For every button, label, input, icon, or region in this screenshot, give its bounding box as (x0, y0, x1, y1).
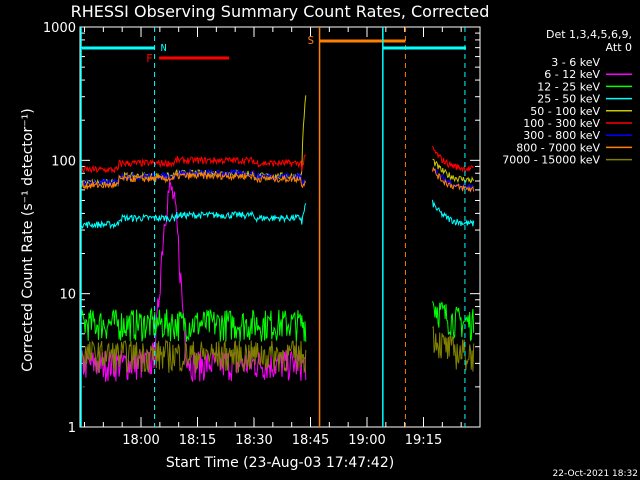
series-layer (80, 95, 475, 423)
series-line (80, 171, 307, 191)
series-7000_15000keV (80, 325, 475, 374)
series-line (432, 325, 475, 372)
plot-frame (79, 26, 481, 428)
y-axis-label: Corrected Count Rate (s⁻¹ detector⁻¹) (20, 108, 36, 371)
series-line (80, 203, 307, 230)
legend-entry-label: 12 - 25 keV (537, 80, 600, 93)
saa-flag-label: S (308, 34, 315, 47)
x-tick-label: 19:15 (405, 433, 442, 448)
series-line (432, 199, 475, 227)
series-3_6keV (80, 219, 307, 423)
series-100_300keV (80, 145, 475, 174)
legend-entry-label: 50 - 100 keV (530, 105, 600, 118)
y-tick-label: 100 (51, 154, 76, 169)
x-tick-label: 18:15 (179, 433, 216, 448)
flare-flag-label: F (146, 52, 153, 65)
event-markers: NF S (80, 27, 466, 427)
y-tick-label: 1000 (43, 21, 76, 36)
y-tick-label: 10 (59, 288, 76, 303)
legend-entry-label: 25 - 50 keV (537, 93, 600, 106)
series-line (80, 339, 307, 374)
x-tick-label: 18:45 (292, 433, 329, 448)
night-flag-label: N (161, 43, 167, 54)
series-line (432, 166, 475, 193)
series-25_50keV (80, 199, 475, 230)
series-line (432, 158, 475, 184)
series-line (80, 154, 307, 174)
legend-header: Att 0 (606, 41, 632, 54)
legend-entry-label: 7000 - 15000 keV (502, 154, 600, 167)
series-800_7000keV (80, 166, 475, 193)
series-line (432, 145, 475, 174)
legend-entry-label: 6 - 12 keV (544, 68, 600, 81)
series-line (80, 219, 307, 423)
chart-title: RHESSI Observing Summary Count Rates, Co… (71, 2, 490, 21)
series-line (432, 301, 475, 342)
series-line (80, 307, 307, 342)
y-tick-label: 1 (68, 421, 76, 436)
legend-entry-label: 800 - 7000 keV (516, 141, 600, 154)
legend-entry-label: 3 - 6 keV (551, 56, 600, 69)
x-tick-label: 19:00 (348, 433, 385, 448)
x-tick-label: 18:30 (235, 433, 272, 448)
legend-entry-label: 300 - 800 keV (523, 129, 600, 142)
x-axis-label: Start Time (23-Aug-03 17:47:42) (166, 455, 394, 471)
legend-entry-label: 100 - 300 keV (523, 117, 600, 130)
x-tick-label: 18:00 (122, 433, 159, 448)
timestamp: 22-Oct-2021 18:32 (553, 469, 638, 479)
series-12_25keV (80, 301, 475, 342)
legend-header: Det 1,3,4,5,6,9, (546, 28, 632, 41)
